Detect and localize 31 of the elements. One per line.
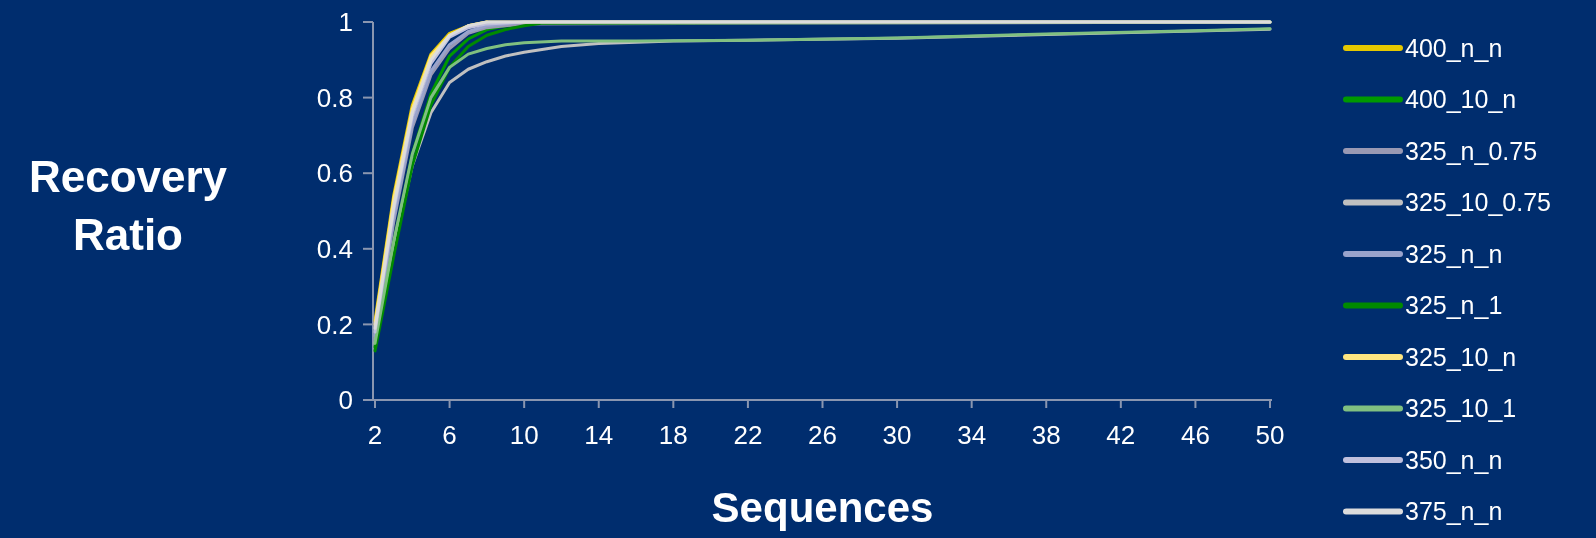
y-tick-label: 0.2 (316, 309, 353, 340)
x-tick-label: 18 (658, 420, 688, 450)
x-axis-title: Sequences (711, 484, 934, 531)
legend-label: 400_n_n (1405, 33, 1503, 62)
legend-label: 375_n_n (1405, 497, 1503, 526)
x-tick-label: 34 (957, 420, 987, 450)
x-tick-label: 42 (1106, 420, 1136, 450)
x-tick-label: 6 (442, 420, 457, 450)
legend-label: 325_n_0.75 (1405, 136, 1538, 165)
x-tick-label: 22 (733, 420, 763, 450)
legend-label: 400_10_n (1405, 85, 1517, 114)
x-tick-label: 38 (1031, 420, 1061, 450)
x-tick-label: 30 (882, 420, 912, 450)
x-tick-label: 14 (584, 420, 614, 450)
x-tick-label: 2 (367, 420, 383, 450)
x-tick-label: 26 (808, 420, 837, 450)
x-tick-label: 50 (1255, 420, 1285, 450)
legend-label: 325_10_1 (1405, 394, 1517, 423)
legend-label: 350_n_n (1405, 445, 1503, 474)
y-tick-label: 0.6 (316, 158, 353, 189)
legend-label: 325_10_0.75 (1405, 188, 1551, 217)
y-tick-label: 1 (338, 7, 353, 38)
x-tick-label: 10 (509, 420, 539, 450)
y-tick-label: 0.8 (316, 82, 353, 113)
legend-label: 325_10_n (1405, 342, 1517, 371)
y-tick-label: 0 (338, 385, 353, 416)
legend-label: 325_n_n (1405, 239, 1503, 268)
legend-label: 325_n_1 (1405, 291, 1503, 320)
x-tick-label: 46 (1180, 420, 1210, 450)
y-axis-title: Recovery Ratio (28, 152, 228, 259)
y-tick-label: 0.4 (316, 233, 353, 264)
